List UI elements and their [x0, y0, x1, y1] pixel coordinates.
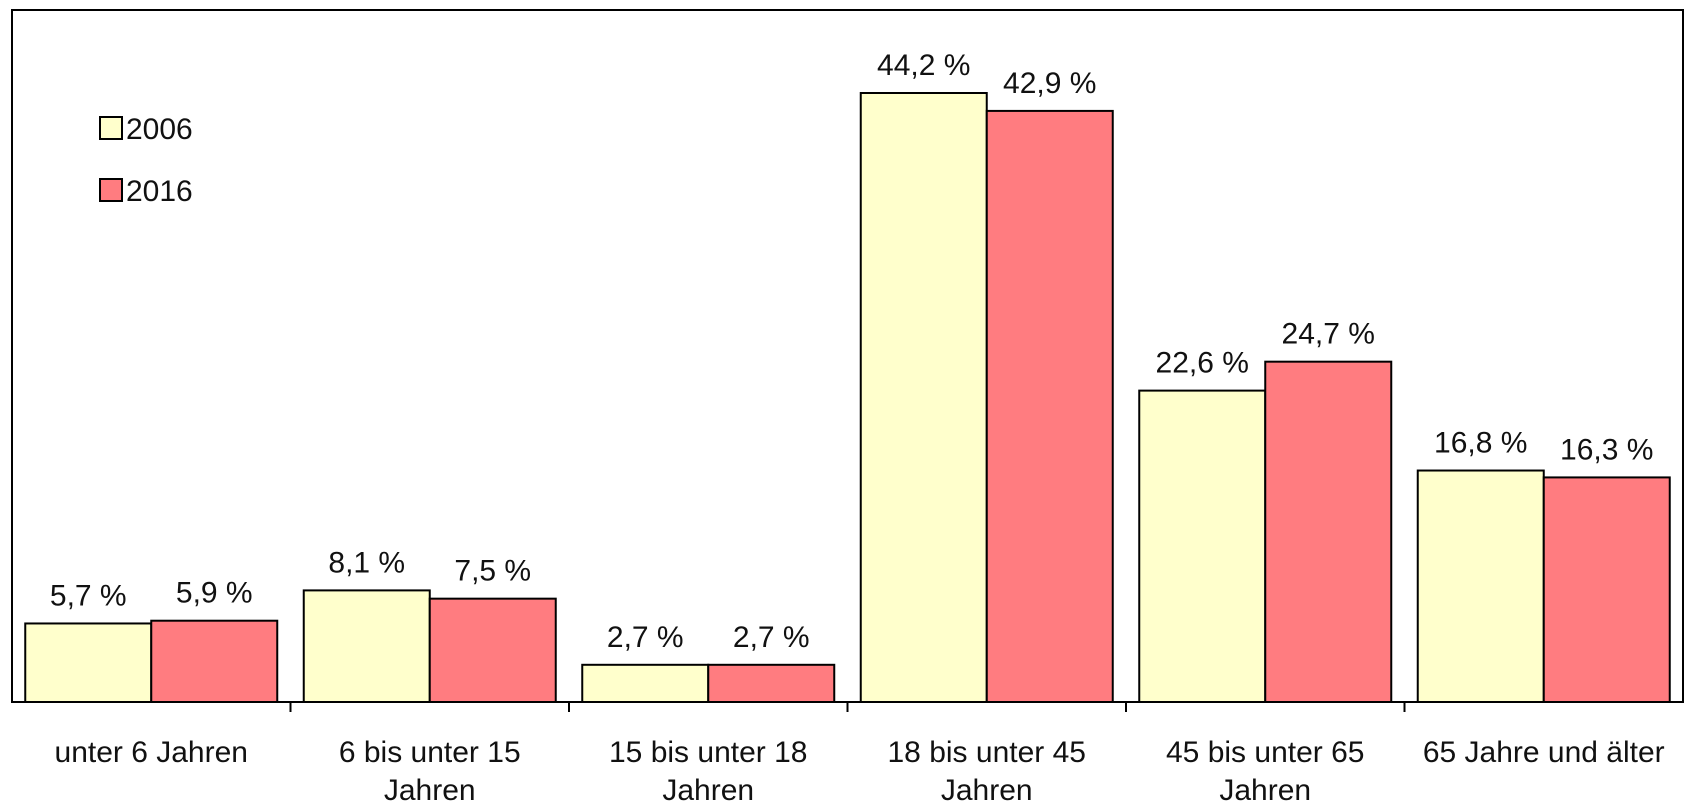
- legend: 2006 2016: [99, 113, 193, 208]
- bar-2016-1: [150, 619, 279, 703]
- data-label-2016-5: 24,7 %: [1282, 318, 1375, 351]
- bar-2016-3: [707, 663, 836, 704]
- category-label: 45 bis unter 65: [1166, 736, 1364, 769]
- legend-label-2006: 2006: [126, 113, 193, 146]
- bar-2006-5: [1138, 389, 1267, 703]
- data-label-2006-5: 22,6 %: [1156, 347, 1249, 380]
- legend-swatch-2016: [99, 178, 123, 202]
- category-label: Jahren: [1219, 774, 1311, 801]
- bar-2006-3: [581, 663, 710, 704]
- bar-2016-5: [1264, 360, 1393, 703]
- bar-2016-2: [428, 597, 557, 704]
- category-label: Jahren: [662, 774, 754, 801]
- category-label: 18 bis unter 45: [888, 736, 1086, 769]
- category-label: Jahren: [384, 774, 476, 801]
- data-label-2016-2: 7,5 %: [454, 555, 531, 588]
- data-label-2016-1: 5,9 %: [176, 577, 253, 610]
- legend-swatch-2006: [99, 116, 123, 140]
- data-label-2006-1: 5,7 %: [50, 579, 127, 612]
- data-label-2006-4: 44,2 %: [877, 49, 970, 82]
- bar-2006-2: [302, 589, 431, 704]
- category-label: unter 6 Jahren: [55, 736, 248, 769]
- data-label-2006-3: 2,7 %: [607, 621, 684, 654]
- category-label: Jahren: [941, 774, 1033, 801]
- category-label: 65 Jahre und älter: [1423, 736, 1665, 769]
- data-label-2016-4: 42,9 %: [1003, 67, 1096, 100]
- bar-2006-4: [859, 92, 988, 703]
- bar-2006-1: [24, 622, 153, 704]
- bar-2016-6: [1542, 476, 1671, 703]
- bar-2016-4: [985, 109, 1114, 704]
- plot-frame: [11, 9, 1684, 703]
- category-label: 6 bis unter 15: [339, 736, 521, 769]
- data-label-2006-2: 8,1 %: [328, 546, 405, 579]
- data-label-2016-3: 2,7 %: [733, 621, 810, 654]
- data-label-2016-6: 16,3 %: [1560, 433, 1653, 466]
- category-label: 15 bis unter 18: [609, 736, 807, 769]
- bar-2006-6: [1416, 469, 1545, 703]
- legend-label-2016: 2016: [126, 175, 193, 208]
- data-label-2006-6: 16,8 %: [1434, 427, 1527, 460]
